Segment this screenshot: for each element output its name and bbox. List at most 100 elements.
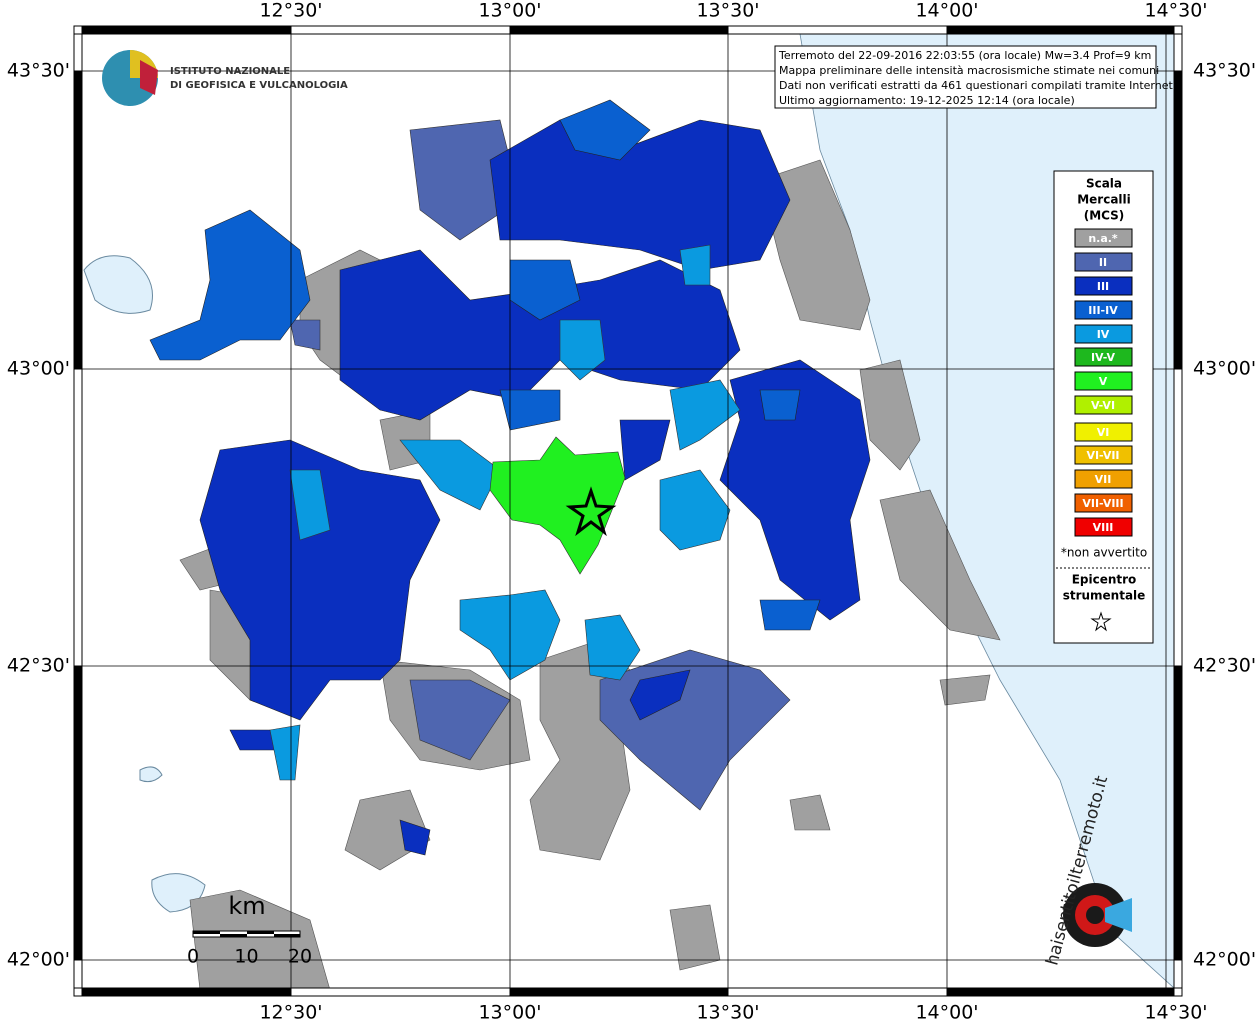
watermark-icon xyxy=(1105,898,1132,932)
region xyxy=(289,469,331,541)
border-bar xyxy=(81,987,292,997)
region xyxy=(189,889,331,991)
lon-label: 12°30' xyxy=(259,1002,322,1024)
region xyxy=(659,469,731,551)
region xyxy=(669,379,741,451)
legend-label: V xyxy=(1099,375,1108,388)
legend-label: III xyxy=(1097,280,1109,293)
border-bar xyxy=(946,25,1175,35)
scale-bar-part xyxy=(274,934,300,937)
legend-label: IV-V xyxy=(1091,351,1116,364)
lon-label: 14°00' xyxy=(915,1002,978,1024)
region xyxy=(629,669,691,721)
region xyxy=(759,389,801,421)
legend-label: VI-VII xyxy=(1086,449,1119,462)
region xyxy=(149,209,311,361)
region xyxy=(289,319,321,351)
legend-swatch xyxy=(1074,517,1133,537)
border-bar xyxy=(81,25,292,35)
lat-label: 43°00' xyxy=(7,358,70,380)
regions xyxy=(149,99,1001,991)
region xyxy=(269,724,301,781)
region xyxy=(199,439,441,721)
legend-swatch xyxy=(1074,422,1133,442)
legend-swatch xyxy=(1074,300,1133,320)
border-bar xyxy=(290,987,511,997)
legend-swatch xyxy=(1074,395,1133,415)
lat-label: 42°30' xyxy=(7,655,70,677)
legend-label: IV xyxy=(1097,328,1110,341)
region xyxy=(759,599,821,631)
lon-label: 14°30' xyxy=(1144,0,1207,22)
scale-bar-part xyxy=(220,934,247,937)
border-bar xyxy=(727,987,948,997)
legend-swatch xyxy=(1074,324,1133,344)
lon-label: 13°00' xyxy=(478,0,541,22)
legend-title: Mercalli xyxy=(1077,193,1131,207)
lake xyxy=(139,766,163,783)
legend-label: VII-VIII xyxy=(1082,497,1123,510)
region xyxy=(939,674,991,706)
region xyxy=(559,99,651,161)
info-line: Terremoto del 22-09-2016 22:03:55 (ora l… xyxy=(778,49,1151,62)
info-box xyxy=(774,45,1157,109)
legend-label: n.a.* xyxy=(1088,232,1118,245)
border-bar xyxy=(509,987,729,997)
info-line: Mappa preliminare delle intensità macros… xyxy=(779,64,1159,77)
border-bar xyxy=(1173,33,1183,72)
legend-swatch xyxy=(1074,347,1133,367)
legend-swatch xyxy=(1074,445,1133,465)
legend-swatch xyxy=(1074,469,1133,489)
legend-swatch xyxy=(1074,371,1133,391)
legend-label: III-IV xyxy=(1088,304,1118,317)
logo-text: ISTITUTO NAZIONALE xyxy=(170,66,290,77)
lat-label: 42°00' xyxy=(1193,949,1256,971)
lake xyxy=(83,255,153,314)
lon-label: 14°00' xyxy=(915,0,978,22)
legend-label: VI xyxy=(1097,426,1110,439)
legend: ScalaMercalli(MCS)n.a.*IIIIIIII-IVIVIV-V… xyxy=(1061,177,1147,603)
legend-title: (MCS) xyxy=(1084,209,1125,223)
scale-unit: km xyxy=(228,892,265,920)
legend-label: II xyxy=(1099,256,1107,269)
legend-swatch xyxy=(1074,252,1133,272)
border-bar xyxy=(290,25,511,35)
region xyxy=(409,119,521,241)
lat-label: 42°00' xyxy=(7,949,70,971)
border-bar xyxy=(73,959,83,989)
border-bar xyxy=(73,368,83,667)
border-bar xyxy=(1173,368,1183,667)
legend-epicentre: strumentale xyxy=(1063,589,1146,603)
frame-border xyxy=(73,25,1183,997)
legend-label: VII xyxy=(1095,473,1112,486)
region xyxy=(559,319,606,381)
region xyxy=(619,419,671,481)
legend-label: VIII xyxy=(1093,521,1114,534)
lon-label: 13°30' xyxy=(696,0,759,22)
region xyxy=(499,389,561,431)
watermark-icon xyxy=(1086,906,1104,924)
border-bar xyxy=(73,665,83,961)
scale-bar-part xyxy=(247,931,274,934)
legend-label: V-VI xyxy=(1091,399,1115,412)
legend-swatch xyxy=(1074,228,1133,248)
scale-tick: 20 xyxy=(288,946,312,968)
info-lines: Terremoto del 22-09-2016 22:03:55 (ora l… xyxy=(778,49,1176,107)
region xyxy=(399,819,431,856)
scale-tick: 10 xyxy=(234,946,258,968)
border-bar xyxy=(946,987,1175,997)
border-bar xyxy=(1173,665,1183,961)
lon-label: 12°30' xyxy=(259,0,322,22)
scale-tick: 0 xyxy=(187,946,199,968)
info-line: Dati non verificati estratti da 461 ques… xyxy=(779,79,1176,92)
border-bar xyxy=(1173,959,1183,989)
region xyxy=(879,489,1001,641)
border-bar xyxy=(509,25,729,35)
epicentre-star xyxy=(565,486,617,537)
region xyxy=(859,359,921,471)
region xyxy=(789,794,831,831)
logo-text: DI GEOFISICA E VULCANOLOGIA xyxy=(170,80,348,91)
legend-note: *non avvertito xyxy=(1061,546,1147,560)
